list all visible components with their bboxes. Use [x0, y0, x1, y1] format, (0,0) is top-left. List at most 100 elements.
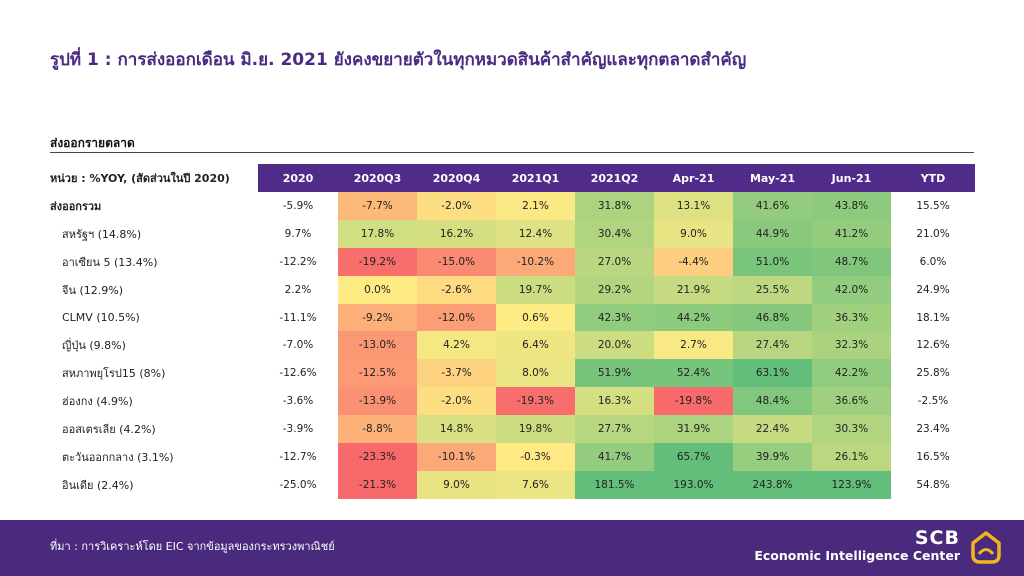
heat-cell: 36.3%: [812, 303, 891, 332]
heat-cell: 46.8%: [733, 303, 812, 332]
heat-cell: -10.2%: [496, 247, 575, 276]
heat-cell: -12.7%: [258, 443, 338, 471]
heat-cell: -2.0%: [417, 192, 496, 220]
heat-cell: 42.2%: [812, 359, 891, 388]
heat-cell: 51.0%: [733, 247, 812, 276]
heat-cell: 32.3%: [812, 331, 891, 360]
table-header-row: หน่วย : %YOY, (สัดส่วนในปี 2020) 2020 202…: [50, 164, 975, 192]
row-label: จีน (12.9%): [62, 283, 123, 297]
heat-cell: 18.1%: [891, 303, 975, 332]
heat-cell: -25.0%: [258, 470, 338, 499]
brand-name: SCB: [914, 527, 960, 549]
heat-cell: 181.5%: [575, 470, 654, 499]
unit-label: หน่วย : %YOY, (สัดส่วนในปี 2020): [50, 164, 258, 192]
heat-cell: 6.4%: [496, 331, 575, 360]
heat-cell: 7.6%: [496, 470, 575, 499]
brand-block: SCB Economic Intelligence Center: [754, 528, 960, 564]
table-row: อินเดีย (2.4%) -25.0% -21.3% 9.0% 7.6% 181.5%…: [50, 470, 975, 499]
heat-cell: -5.9%: [258, 192, 338, 220]
heat-cell: 193.0%: [654, 470, 733, 499]
table-row: ฮ่องกง (4.9%) -3.6% -13.9% -2.0% -19.3% 16.3%…: [50, 387, 975, 416]
heat-cell: -3.6%: [258, 387, 338, 416]
column-header: Jun-21: [812, 164, 891, 192]
heat-cell: 25.8%: [891, 359, 975, 388]
heat-cell: -10.1%: [417, 443, 496, 471]
heat-cell: 21.0%: [891, 219, 975, 248]
heat-cell: 14.8%: [417, 415, 496, 444]
section-title: ส่งออกรายตลาด: [50, 136, 135, 150]
row-label: ญี่ปุ่น (9.8%): [62, 339, 126, 353]
heat-cell: -11.1%: [258, 303, 338, 332]
heat-cell: 20.0%: [575, 331, 654, 360]
column-header: May-21: [733, 164, 812, 192]
heat-cell: 39.9%: [733, 443, 812, 471]
row-label: ฮ่องกง (4.9%): [62, 395, 133, 409]
row-label: สหรัฐฯ (14.8%): [62, 227, 142, 241]
heat-cell: 30.4%: [575, 219, 654, 248]
heatmap-table: หน่วย : %YOY, (สัดส่วนในปี 2020) 2020 202…: [50, 164, 975, 499]
heat-cell: 27.4%: [733, 331, 812, 360]
row-label: ส่งออกรวม: [50, 199, 102, 213]
brand-subtitle: Economic Intelligence Center: [754, 548, 960, 563]
table-row: ญี่ปุ่น (9.8%) -7.0% -13.0% 4.2% 6.4% 20.0% 2.…: [50, 331, 975, 360]
heat-cell: -19.2%: [338, 247, 417, 276]
heat-cell: 9.0%: [417, 470, 496, 499]
page-title: รูปที่ 1 : การส่งออกเดือน มิ.ย. 2021 ยัง…: [50, 50, 747, 70]
heat-cell: 13.1%: [654, 192, 733, 220]
row-label: อาเซียน 5 (13.4%): [62, 255, 158, 269]
heat-cell: -23.3%: [338, 443, 417, 471]
heat-cell: 2.1%: [496, 192, 575, 220]
heat-cell: 29.2%: [575, 275, 654, 304]
column-header: 2021Q2: [575, 164, 654, 192]
heat-cell: -12.2%: [258, 247, 338, 276]
heat-cell: -2.6%: [417, 275, 496, 304]
heat-cell: 41.7%: [575, 443, 654, 471]
heat-cell: 63.1%: [733, 359, 812, 388]
heat-cell: 123.9%: [812, 470, 891, 499]
table-row: ตะวันออกกลาง (3.1%) -12.7% -23.3% -10.1% -0.…: [50, 443, 975, 471]
heat-cell: 12.6%: [891, 331, 975, 360]
footer-bar: ที่มา : การวิเคราะห์โดย EIC จากข้อมูลของ…: [0, 520, 1024, 576]
heat-cell: -8.8%: [338, 415, 417, 444]
scb-logo-icon: [971, 531, 1001, 564]
heat-cell: -4.4%: [654, 247, 733, 276]
heat-cell: 6.0%: [891, 247, 975, 276]
heat-cell: 27.0%: [575, 247, 654, 276]
heat-cell: 21.9%: [654, 275, 733, 304]
table-row: สหรัฐฯ (14.8%) 9.7% 17.8% 16.2% 12.4% 30.4% 9.…: [50, 219, 975, 248]
heat-cell: 23.4%: [891, 415, 975, 444]
heat-cell: -13.0%: [338, 331, 417, 360]
heat-cell: 16.5%: [891, 443, 975, 471]
heat-cell: 17.8%: [338, 219, 417, 248]
heat-cell: 16.2%: [417, 219, 496, 248]
heat-cell: -19.8%: [654, 387, 733, 416]
heat-cell: -12.5%: [338, 359, 417, 388]
heat-cell: -13.9%: [338, 387, 417, 416]
table-body: ส่งออกรวม -5.9% -7.7% -2.0% 2.1% 31.8% 13.1% 41…: [50, 192, 975, 499]
heat-cell: 4.2%: [417, 331, 496, 360]
table-row: จีน (12.9%) 2.2% 0.0% -2.6% 19.7% 29.2% 21.9% 2…: [50, 275, 975, 304]
section-divider: [50, 152, 974, 153]
heat-cell: 19.7%: [496, 275, 575, 304]
heat-cell: 0.0%: [338, 275, 417, 304]
heat-cell: 30.3%: [812, 415, 891, 444]
column-header: 2020Q4: [417, 164, 496, 192]
table-row: ออสเตรเลีย (4.2%) -3.9% -8.8% 14.8% 19.8% 27.…: [50, 415, 975, 444]
row-label: ตะวันออกกลาง (3.1%): [62, 450, 174, 464]
heat-cell: 22.4%: [733, 415, 812, 444]
heat-cell: 0.6%: [496, 303, 575, 332]
heat-cell: 54.8%: [891, 470, 975, 499]
heat-cell: 243.8%: [733, 470, 812, 499]
heat-cell: 19.8%: [496, 415, 575, 444]
table-row: CLMV (10.5%) -11.1% -9.2% -12.0% 0.6% 42.3% 44…: [50, 303, 975, 332]
heat-cell: 15.5%: [891, 192, 975, 220]
heat-cell: 42.3%: [575, 303, 654, 332]
column-header: 2020: [258, 164, 338, 192]
heat-cell: 42.0%: [812, 275, 891, 304]
heat-cell: 25.5%: [733, 275, 812, 304]
heat-cell: -12.0%: [417, 303, 496, 332]
column-header: YTD: [891, 164, 975, 192]
heat-cell: -3.9%: [258, 415, 338, 444]
heat-cell: 2.2%: [258, 275, 338, 304]
heat-cell: 31.8%: [575, 192, 654, 220]
